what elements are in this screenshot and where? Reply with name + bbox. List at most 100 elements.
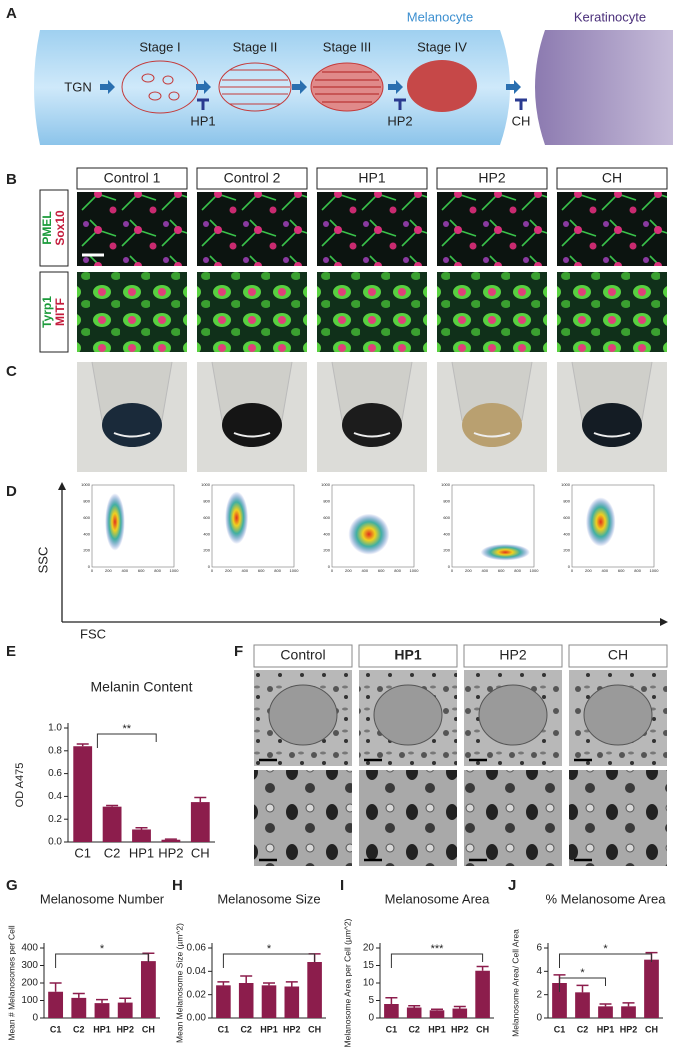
panel-label: A [6,5,17,22]
flow-tick-label: 800 [83,498,90,503]
flow-tick-label: 1000 [81,482,91,487]
x-tick-label: HP2 [283,1024,301,1034]
y-tick-label: 100 [21,995,38,1006]
micrograph [557,272,667,352]
column-header: HP1 [394,647,421,663]
significance-bracket [55,953,149,968]
panel-label: C [6,363,17,380]
flow-tick-label: 200 [563,548,570,553]
bar [552,983,567,1018]
flow-tick-label: 1000 [290,568,300,573]
flow-tick-label: 600 [378,568,385,573]
error-bar [576,984,589,993]
stage-label: Stage I [139,39,180,54]
y-axis-label: Melanosome Area/ Cell Area [510,929,520,1037]
x-tick-label: CH [142,1024,155,1034]
flow-tick-label: 800 [563,498,570,503]
x-tick-label: C1 [386,1024,398,1034]
y-axis-label: Melanosome Area per Cell (µm^2) [342,918,352,1047]
significance-bracket [96,733,157,748]
column-header: HP2 [478,170,505,186]
flow-tick-label: 800 [514,568,521,573]
column-header-box [463,644,563,668]
y-tick-label: 0 [536,1013,542,1024]
stain-box [39,189,69,267]
y-tick-label: 0.06 [187,943,207,954]
em-image [359,770,457,866]
bar [73,746,93,842]
error-bar [385,996,398,1004]
y-axis-label: Mean # Melanosomes per Cell [6,925,16,1040]
bar [307,962,322,1018]
flow-density [348,513,390,555]
flow-tick-label: 0 [211,568,214,573]
x-tick-label: HP1 [597,1024,615,1034]
y-tick-label: 0.8 [48,745,62,756]
x-tick-label: HP1 [93,1024,111,1034]
flow-tick-label: 800 [323,498,330,503]
scale-bar [574,758,592,862]
micrograph [437,272,547,352]
significance-bracket [222,953,316,968]
y-axis-label: Mean Melanosome Size (µm^2) [174,923,184,1043]
bar [406,1007,422,1018]
column-header: CH [608,647,628,663]
em-cell [478,684,548,746]
scale-bar [364,758,382,862]
pellet-shine [473,432,511,438]
panel-label: F [234,643,243,660]
bar [132,829,151,842]
bar [140,961,156,1018]
y-tick-label: 200 [21,978,38,989]
error-bar [476,965,489,971]
significance-bracket [390,953,484,968]
stage-label: Stage II [233,39,278,54]
bar [621,1006,636,1018]
flow-tick-label: 0 [88,564,91,569]
flow-tick-label: 400 [443,531,450,536]
flow-tick-label: 0 [571,568,574,573]
column-header-box [568,644,668,668]
error-bar [622,1002,635,1007]
pellet-shine [113,432,151,438]
chart-title: Melanin Content [91,679,193,695]
bar [238,983,254,1018]
significance-bracket [559,977,606,992]
error-bar [285,981,298,987]
pellet [222,403,282,447]
x-tick-label: HP2 [158,845,183,860]
inhibitor-label: HP1 [190,113,215,128]
column-header-box [436,167,548,190]
x-tick-label: HP2 [451,1024,469,1034]
flow-tick-label: 600 [83,515,90,520]
flow-tick-label: 1000 [321,482,331,487]
flow-tick-label: 0 [568,564,571,569]
pellet [582,403,642,447]
flow-tick-label: 600 [258,568,265,573]
significance-label: ** [123,723,132,735]
flow-tick-label: 800 [634,568,641,573]
y-tick-label: 0.02 [187,989,207,1000]
y-tick-label: 5 [368,995,374,1006]
error-bar [49,982,62,992]
column-header: HP2 [499,647,526,663]
flow-tick-label: 600 [498,568,505,573]
column-header-box [253,644,353,668]
y-tick-label: 6 [536,943,542,954]
error-bar [135,827,148,830]
stain-label: MITF [53,298,67,326]
x-tick-label: CH [476,1024,489,1034]
x-tick-label: C2 [577,1024,589,1034]
flow-tick-label: 1000 [170,568,180,573]
significance-label: * [100,943,105,955]
flow-tick-label: 400 [203,531,210,536]
stain-label: PMEL [40,211,54,244]
stain-box [39,271,69,353]
x-tick-label: CH [308,1024,321,1034]
bar [71,997,87,1018]
micrograph [317,192,427,266]
stain-label: Sox10 [53,210,67,246]
error-bar [119,997,132,1003]
flow-density [105,493,125,551]
